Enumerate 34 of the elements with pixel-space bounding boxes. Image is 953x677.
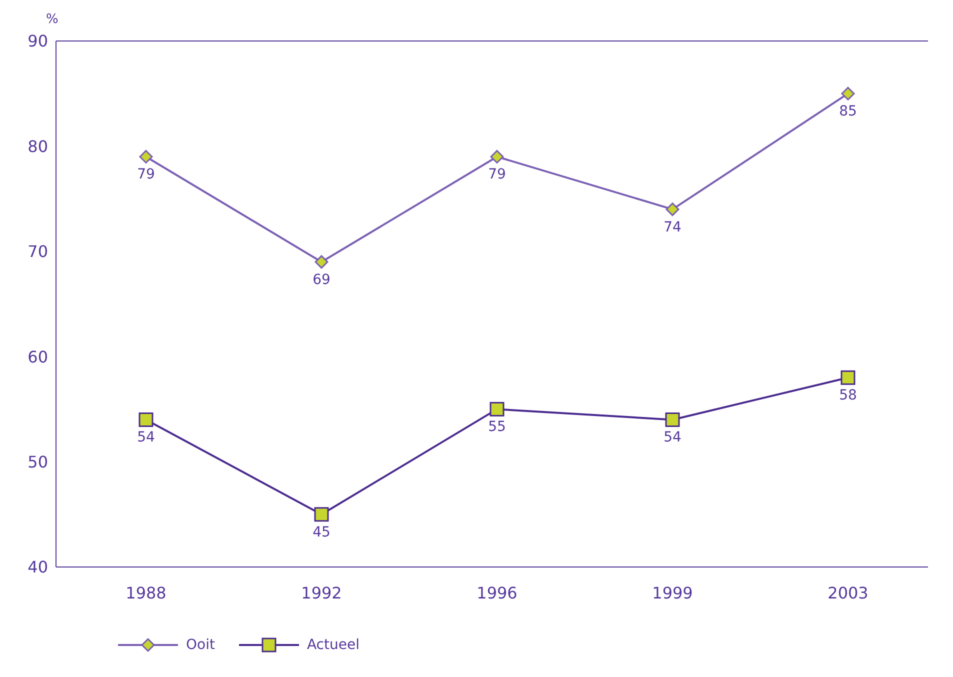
y-axis-title: % bbox=[46, 12, 58, 27]
point bbox=[840, 370, 856, 385]
y-tick-label: 80 bbox=[28, 136, 48, 156]
y-tick-label: 60 bbox=[28, 347, 48, 366]
point bbox=[665, 412, 680, 427]
data-label: 79 bbox=[137, 166, 155, 183]
legend-label: Ooit bbox=[186, 637, 215, 653]
point bbox=[841, 86, 855, 100]
data-label: 54 bbox=[664, 430, 682, 446]
data-label: 79 bbox=[488, 166, 506, 183]
legend-label: Actueel bbox=[306, 637, 360, 653]
data-label: 55 bbox=[488, 419, 506, 436]
data-label: 45 bbox=[312, 524, 330, 540]
y-tick-label: 90 bbox=[28, 32, 48, 51]
point bbox=[490, 402, 504, 416]
data-label: 54 bbox=[137, 430, 155, 446]
x-tick-label: 2003 bbox=[828, 583, 868, 602]
x-tick-label: 1999 bbox=[652, 583, 693, 602]
point bbox=[139, 150, 153, 164]
y-tick-label: 50 bbox=[28, 452, 48, 472]
data-label: 58 bbox=[839, 388, 857, 404]
y-tick-label: 70 bbox=[28, 242, 48, 262]
x-tick-label: 1992 bbox=[301, 583, 342, 602]
point bbox=[666, 202, 680, 216]
point bbox=[314, 507, 329, 522]
data-label: 74 bbox=[664, 219, 682, 236]
point bbox=[490, 150, 504, 164]
x-tick-label: 1996 bbox=[476, 583, 518, 602]
data-label: 85 bbox=[839, 104, 857, 120]
point bbox=[314, 255, 328, 269]
point bbox=[138, 412, 154, 427]
y-tick-label: 40 bbox=[28, 558, 48, 577]
x-tick-label: 1988 bbox=[126, 583, 166, 602]
data-label: 69 bbox=[312, 272, 330, 288]
